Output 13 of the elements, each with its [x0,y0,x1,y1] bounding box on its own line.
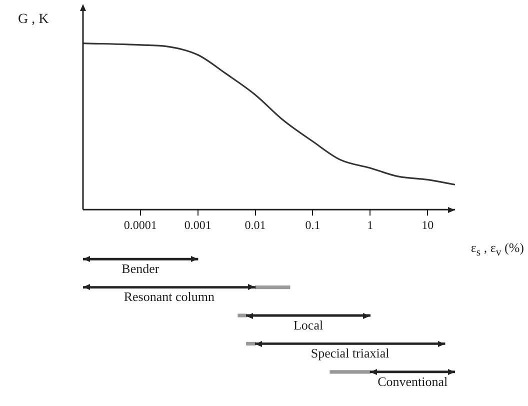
y-axis-title: G , K [18,12,49,28]
x-tick-label: 0.001 [184,218,212,232]
x-axis-title: ε$_{s}$ , ε$_{v}$ (%) [470,240,524,259]
x-tick-label: 0.0001 [124,218,157,232]
category-label: Resonant column [124,289,214,304]
x-tick-label: 10 [422,218,434,232]
category-label: Special triaxial [310,346,390,361]
x-tick-label: 0.1 [305,218,320,232]
category-label: Conventional [378,374,448,389]
x-tick-label: 1 [367,218,374,232]
x-tick-label: 0.01 [244,218,266,232]
category-label: Bender [122,261,160,276]
category-label: Local [293,317,324,332]
